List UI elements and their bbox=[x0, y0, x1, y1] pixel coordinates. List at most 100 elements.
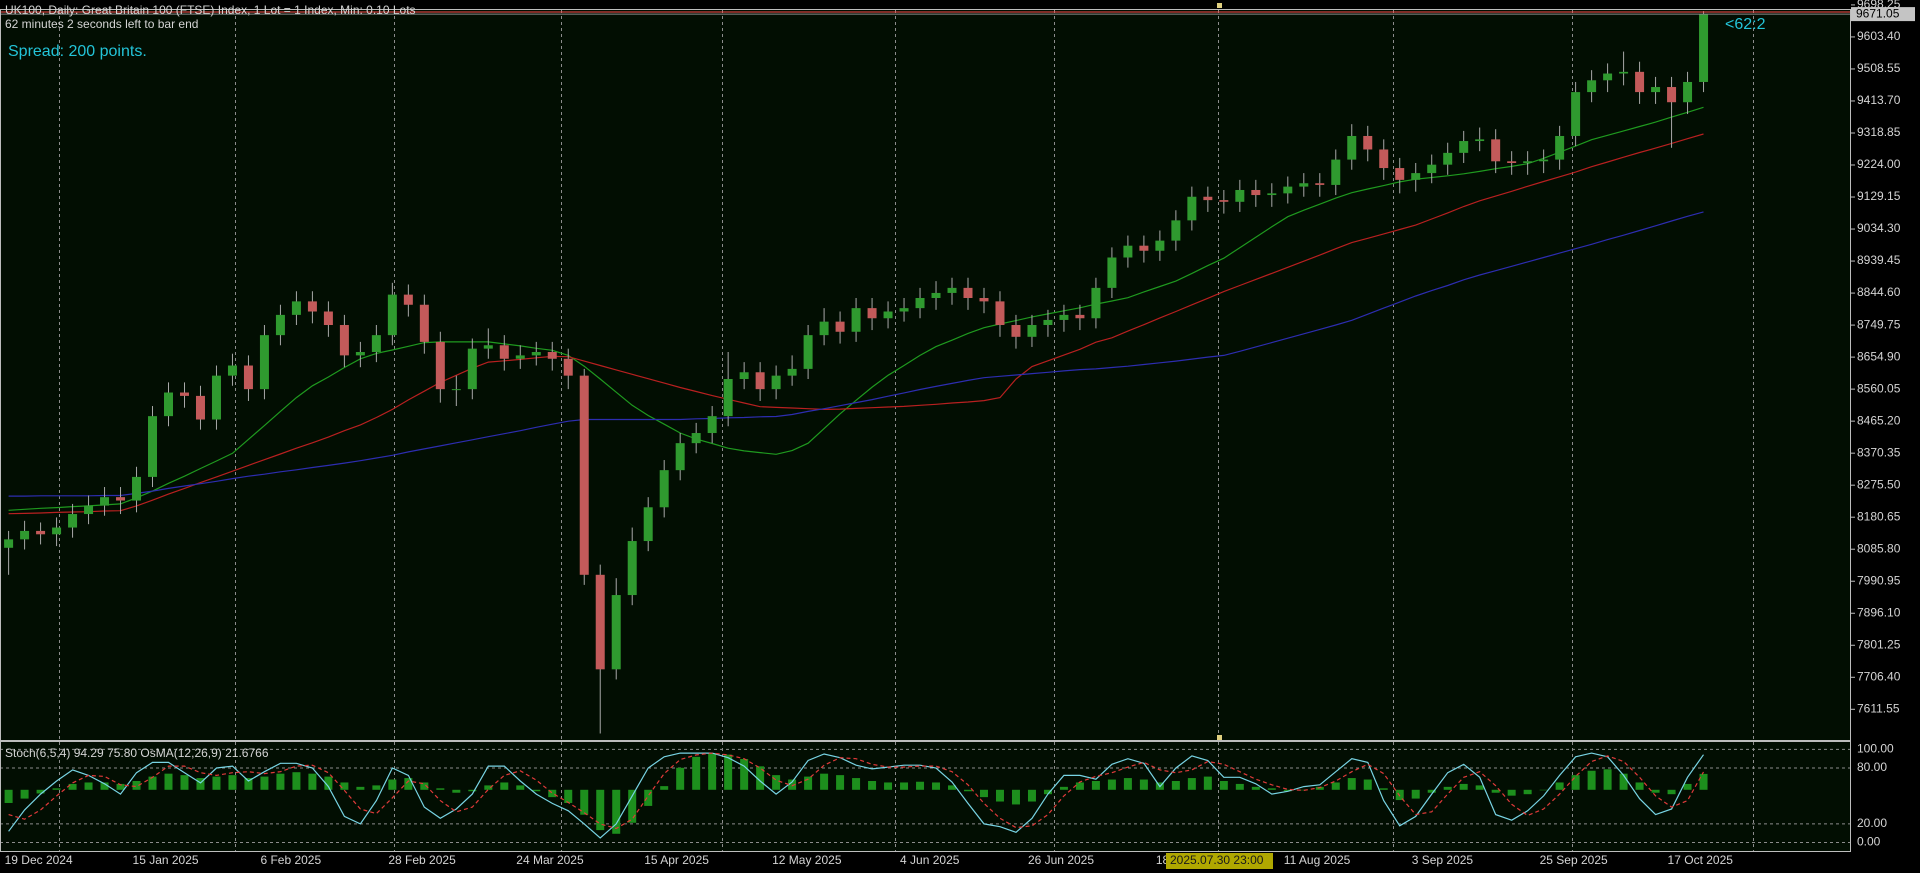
osma-bar bbox=[1651, 789, 1660, 793]
crosshair-time: 2025.07.30 23:00 bbox=[1170, 853, 1264, 867]
candle-body bbox=[691, 433, 701, 444]
candle-body bbox=[1299, 183, 1309, 187]
x-tick-label: 6 Feb 2025 bbox=[260, 853, 321, 867]
candle-body bbox=[915, 298, 925, 309]
candle-body bbox=[1123, 245, 1133, 258]
candle-body bbox=[963, 287, 973, 299]
y-tick-label: 8085.80 bbox=[1857, 541, 1901, 555]
osma-bar bbox=[1699, 773, 1708, 790]
candle-body bbox=[1571, 92, 1581, 136]
osma-bar bbox=[4, 789, 13, 803]
osma-bar bbox=[1555, 782, 1564, 790]
candle-body bbox=[1491, 139, 1501, 162]
y-tick-label: 7896.10 bbox=[1857, 605, 1901, 619]
osma-bar bbox=[964, 789, 972, 792]
osma-bar bbox=[1059, 786, 1068, 790]
candle-body bbox=[1107, 257, 1117, 288]
osma-bar bbox=[804, 776, 813, 790]
osma-bar bbox=[1171, 780, 1180, 790]
candle-body bbox=[979, 298, 989, 302]
candle-body bbox=[52, 527, 62, 535]
candle-body bbox=[643, 507, 653, 542]
spread-info: Spread: 200 points. bbox=[8, 43, 147, 60]
stochastic-line bbox=[8, 752, 1705, 830]
osma-bar bbox=[308, 773, 317, 790]
osma-bar bbox=[1523, 789, 1532, 795]
bar-timer: 62 minutes 2 seconds left to bar end bbox=[5, 17, 198, 31]
candle-body bbox=[1043, 319, 1053, 326]
y-tick-label: 9508.55 bbox=[1857, 61, 1901, 75]
sub-frame bbox=[0, 741, 1851, 852]
osma-bar bbox=[612, 789, 621, 834]
osma-bar bbox=[724, 754, 733, 790]
candle-body bbox=[1251, 189, 1261, 196]
y-tick-label: 7990.95 bbox=[1857, 573, 1901, 587]
osma-bar bbox=[1347, 778, 1356, 790]
x-tick-label: 17 Oct 2025 bbox=[1668, 853, 1734, 867]
osma-bar bbox=[1587, 770, 1596, 790]
y-tick-label: 0.00 bbox=[1857, 835, 1881, 849]
osma-bar bbox=[1459, 783, 1468, 790]
x-tick-label: 15 Jan 2025 bbox=[133, 853, 199, 867]
osma-bar bbox=[292, 772, 301, 790]
candle-body bbox=[851, 308, 861, 332]
candle-body bbox=[1203, 196, 1213, 201]
candle-body bbox=[164, 392, 173, 417]
osma-bar bbox=[1475, 785, 1484, 790]
candle-body bbox=[723, 379, 733, 417]
x-tick-label: 28 Feb 2025 bbox=[388, 853, 456, 867]
candle-body bbox=[1219, 200, 1229, 202]
osma-bar bbox=[1091, 780, 1100, 790]
osma-bar bbox=[244, 778, 253, 790]
candle-body bbox=[291, 301, 301, 315]
osma-bar bbox=[868, 780, 877, 790]
y-tick-label: 9034.30 bbox=[1857, 221, 1901, 235]
candle-body bbox=[659, 470, 669, 508]
osma-bar bbox=[900, 782, 909, 790]
osma-bar bbox=[436, 788, 445, 790]
candle-body bbox=[931, 292, 941, 299]
candle-body bbox=[707, 416, 717, 434]
candle-body bbox=[132, 476, 142, 501]
candle-body bbox=[1331, 159, 1341, 185]
osma-bar bbox=[772, 775, 781, 790]
osma-bar bbox=[1491, 789, 1500, 793]
osma-bar bbox=[1571, 775, 1580, 790]
y-tick-label: 8749.75 bbox=[1857, 317, 1901, 331]
x-tick-label: 3 Sep 2025 bbox=[1412, 853, 1474, 867]
y-tick-label: 9129.15 bbox=[1857, 189, 1901, 203]
y-tick-label: 8844.60 bbox=[1857, 285, 1901, 299]
candle-body bbox=[1651, 87, 1661, 93]
osma-bar bbox=[884, 782, 893, 790]
candle-body bbox=[1539, 159, 1549, 162]
osma-bar bbox=[1603, 769, 1612, 790]
osma-bar bbox=[372, 785, 381, 790]
candle-body bbox=[100, 497, 110, 506]
candle-body bbox=[611, 595, 621, 670]
osma-bar bbox=[1411, 789, 1420, 799]
osma-bar bbox=[1315, 786, 1324, 790]
candle-body bbox=[1667, 87, 1677, 103]
osma-bar bbox=[228, 775, 237, 790]
osma-bar bbox=[916, 781, 925, 790]
candle-body bbox=[595, 574, 605, 670]
candle-body bbox=[563, 358, 573, 376]
osma-bar bbox=[212, 776, 221, 790]
candle-body bbox=[1315, 183, 1325, 185]
candle-body bbox=[1139, 245, 1149, 251]
candle-body bbox=[627, 541, 637, 596]
moving-average bbox=[8, 106, 1704, 511]
x-tick-label: 12 May 2025 bbox=[772, 853, 842, 867]
y-tick-label: 9224.00 bbox=[1857, 157, 1901, 171]
candle-body bbox=[579, 375, 589, 575]
osma-bar bbox=[660, 786, 669, 790]
candle-body bbox=[483, 345, 493, 349]
candle-body bbox=[1187, 196, 1197, 221]
candle-body bbox=[371, 335, 381, 353]
osma-bar bbox=[84, 782, 93, 790]
candle-body bbox=[20, 530, 30, 540]
candle-body bbox=[435, 341, 445, 390]
osma-bar bbox=[740, 759, 749, 790]
candle-body bbox=[1011, 325, 1021, 337]
